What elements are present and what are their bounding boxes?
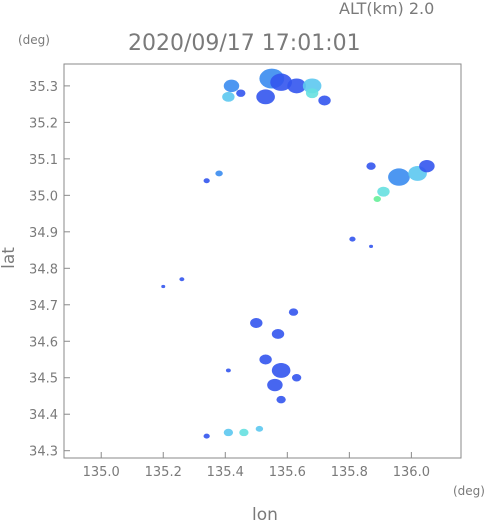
echo-cell (302, 78, 322, 94)
x-tick-label: 135.6 (269, 465, 306, 480)
echo-cell (276, 395, 286, 404)
echo-cell (288, 308, 299, 316)
plot-frame (63, 63, 462, 459)
echo-cell (349, 236, 356, 242)
echo-cell (225, 368, 231, 373)
echo-cell (369, 244, 374, 249)
echo-cell (250, 318, 263, 328)
y-tick-label: 34.7 (29, 299, 58, 314)
echo-cell (270, 73, 292, 91)
x-unit-label: (deg) (453, 484, 485, 498)
y-tick-label: 34.8 (29, 262, 58, 277)
echo-cell (203, 433, 210, 439)
x-tick-label: 135.0 (83, 465, 120, 480)
x-tick-label: 135.2 (145, 465, 182, 480)
y-tick-label: 34.3 (29, 445, 58, 460)
y-tick-label: 35.3 (29, 80, 58, 95)
echo-cell (203, 178, 210, 184)
timestamp-title: 2020/09/17 17:01:01 (128, 31, 361, 56)
echo-cell (223, 79, 240, 93)
echo-cell (366, 162, 376, 170)
y-tick-label: 35.2 (29, 116, 58, 131)
echo-cell (259, 354, 272, 365)
echo-cell (255, 425, 264, 432)
echo-cell (271, 363, 291, 378)
echo-cell (239, 428, 249, 437)
y-tick-label: 35.0 (29, 189, 58, 204)
echo-cell (318, 95, 331, 106)
echo-cell (256, 89, 275, 105)
echo-cell (388, 168, 410, 186)
y-tick-label: 35.1 (29, 153, 58, 168)
echo-cell (271, 329, 285, 339)
y-unit-label: (deg) (18, 33, 50, 47)
y-tick-label: 34.9 (29, 226, 58, 241)
echo-cell (291, 374, 302, 382)
y-tick-label: 34.5 (29, 372, 58, 387)
echo-cell (377, 186, 390, 197)
echo-cell (215, 170, 223, 177)
echo-cell (179, 277, 185, 282)
x-tick-label: 135.8 (331, 465, 368, 480)
echo-cell (373, 196, 381, 202)
echo-cell (222, 91, 235, 102)
echo-cell (223, 428, 234, 437)
echo-cell (287, 78, 306, 94)
echo-layer (161, 68, 435, 439)
y-tick-label: 34.4 (29, 408, 58, 423)
x-tick-label: 136.0 (393, 465, 430, 480)
altitude-label: ALT(km) 2.0 (339, 0, 434, 18)
tick-layer: 135.0 135.2 135.4 135.6 135.8 136.0 34.3 34.4 34… (29, 80, 430, 480)
echo-cell (305, 88, 319, 99)
y-tick-label: 34.6 (29, 335, 58, 350)
echo-cell (419, 159, 435, 173)
x-tick-label: 135.4 (207, 465, 244, 480)
echo-cell (267, 378, 283, 392)
x-axis-title: lon (252, 505, 278, 521)
echo-cell (161, 284, 166, 289)
y-axis-title: lat (0, 247, 19, 269)
echo-cell (236, 89, 246, 97)
